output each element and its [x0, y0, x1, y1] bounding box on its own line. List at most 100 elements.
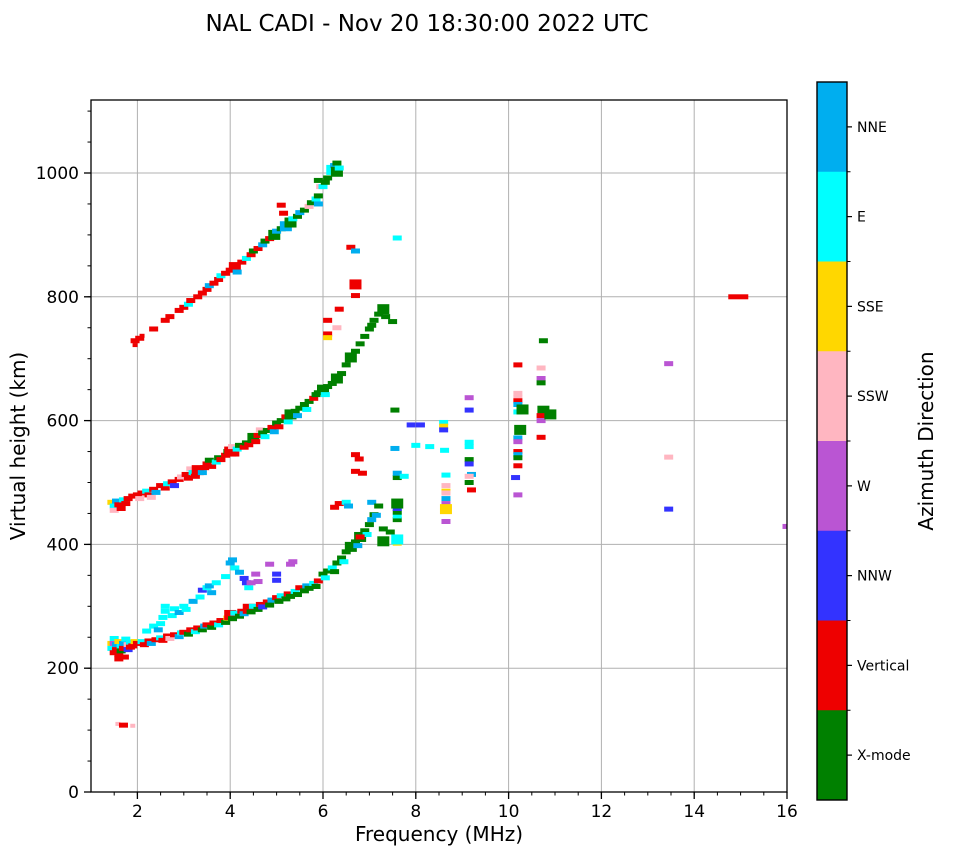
colorbar-tick-label: W	[857, 479, 871, 495]
data-point	[211, 459, 221, 465]
data-point	[246, 609, 256, 615]
data-point	[109, 507, 119, 513]
data-point	[439, 427, 449, 433]
data-point	[265, 561, 275, 567]
data-point	[253, 606, 263, 612]
data-point	[241, 255, 251, 261]
data-point	[318, 184, 328, 190]
data-point	[392, 517, 402, 523]
data-point	[323, 331, 333, 337]
data-point	[160, 608, 170, 614]
data-point	[304, 398, 314, 404]
data-point	[514, 424, 527, 435]
data-point	[374, 503, 384, 509]
data-point	[334, 501, 344, 507]
colorbar-segment-x-mode	[817, 710, 847, 801]
data-point	[197, 627, 207, 633]
data-point	[149, 326, 159, 332]
data-point	[441, 496, 451, 502]
data-point	[165, 635, 175, 641]
data-point	[253, 579, 263, 585]
data-point	[170, 483, 180, 489]
data-point	[274, 424, 284, 430]
data-point	[513, 435, 523, 441]
data-point	[513, 455, 523, 461]
data-point	[536, 380, 546, 386]
data-point	[367, 517, 377, 523]
data-point	[190, 629, 200, 635]
data-point	[118, 645, 128, 651]
data-point	[107, 499, 117, 505]
data-point	[207, 624, 217, 630]
data-point	[392, 509, 402, 515]
data-point	[320, 575, 330, 581]
data-point	[191, 465, 204, 476]
data-point	[209, 620, 219, 626]
data-point	[513, 463, 523, 469]
x-tick-label: 16	[776, 802, 798, 822]
data-point	[364, 326, 374, 332]
colorbar-segment-nne	[817, 82, 847, 173]
data-point	[109, 503, 119, 509]
data-point	[392, 235, 402, 241]
data-point	[179, 304, 189, 310]
data-point	[536, 365, 546, 371]
data-point	[239, 575, 249, 581]
data-point	[377, 304, 390, 315]
data-point	[197, 290, 207, 296]
data-point	[174, 634, 184, 640]
data-point	[330, 504, 340, 510]
colorbar-border	[816, 81, 848, 801]
data-point	[299, 402, 309, 408]
data-point	[323, 335, 333, 341]
y-tick-label: 400	[47, 535, 79, 555]
data-point	[440, 447, 450, 453]
data-point	[156, 483, 166, 489]
data-point	[211, 580, 221, 586]
data-point	[728, 294, 749, 300]
data-point	[114, 639, 124, 645]
data-point	[258, 242, 268, 248]
data-point	[466, 487, 476, 493]
data-point	[267, 424, 277, 430]
data-point	[251, 571, 261, 577]
data-point	[251, 439, 261, 445]
data-point	[221, 574, 231, 580]
data-point	[439, 504, 452, 515]
data-point	[214, 622, 224, 628]
data-point	[183, 631, 193, 637]
data-point	[128, 493, 138, 499]
data-point	[320, 392, 330, 398]
data-point	[109, 635, 119, 641]
chart-title: NAL CADI - Nov 20 18:30:00 2022 UTC	[205, 11, 648, 37]
data-point	[151, 637, 161, 643]
data-point	[132, 343, 138, 348]
data-point	[253, 246, 263, 252]
data-point	[200, 465, 210, 471]
data-point	[158, 614, 168, 620]
y-tick-label: 200	[47, 659, 79, 679]
data-point	[390, 407, 400, 413]
data-point	[349, 279, 362, 290]
data-point	[339, 559, 349, 565]
data-point	[114, 502, 124, 508]
grid-layer	[91, 100, 788, 792]
data-point	[225, 560, 235, 566]
data-point	[156, 621, 166, 627]
data-point	[290, 408, 300, 414]
data-point	[302, 406, 312, 412]
data-point	[350, 348, 360, 354]
data-point	[230, 610, 240, 616]
x-tick-label: 12	[591, 802, 613, 822]
data-point	[167, 613, 177, 619]
data-point	[664, 454, 674, 460]
data-point	[464, 461, 474, 467]
data-point	[464, 439, 474, 445]
data-point	[390, 445, 400, 451]
data-point	[167, 479, 177, 485]
data-point	[664, 506, 674, 512]
data-point	[202, 286, 212, 292]
data-point	[311, 196, 321, 202]
colorbar-tick-label: SSE	[857, 299, 884, 315]
data-point	[299, 588, 309, 594]
